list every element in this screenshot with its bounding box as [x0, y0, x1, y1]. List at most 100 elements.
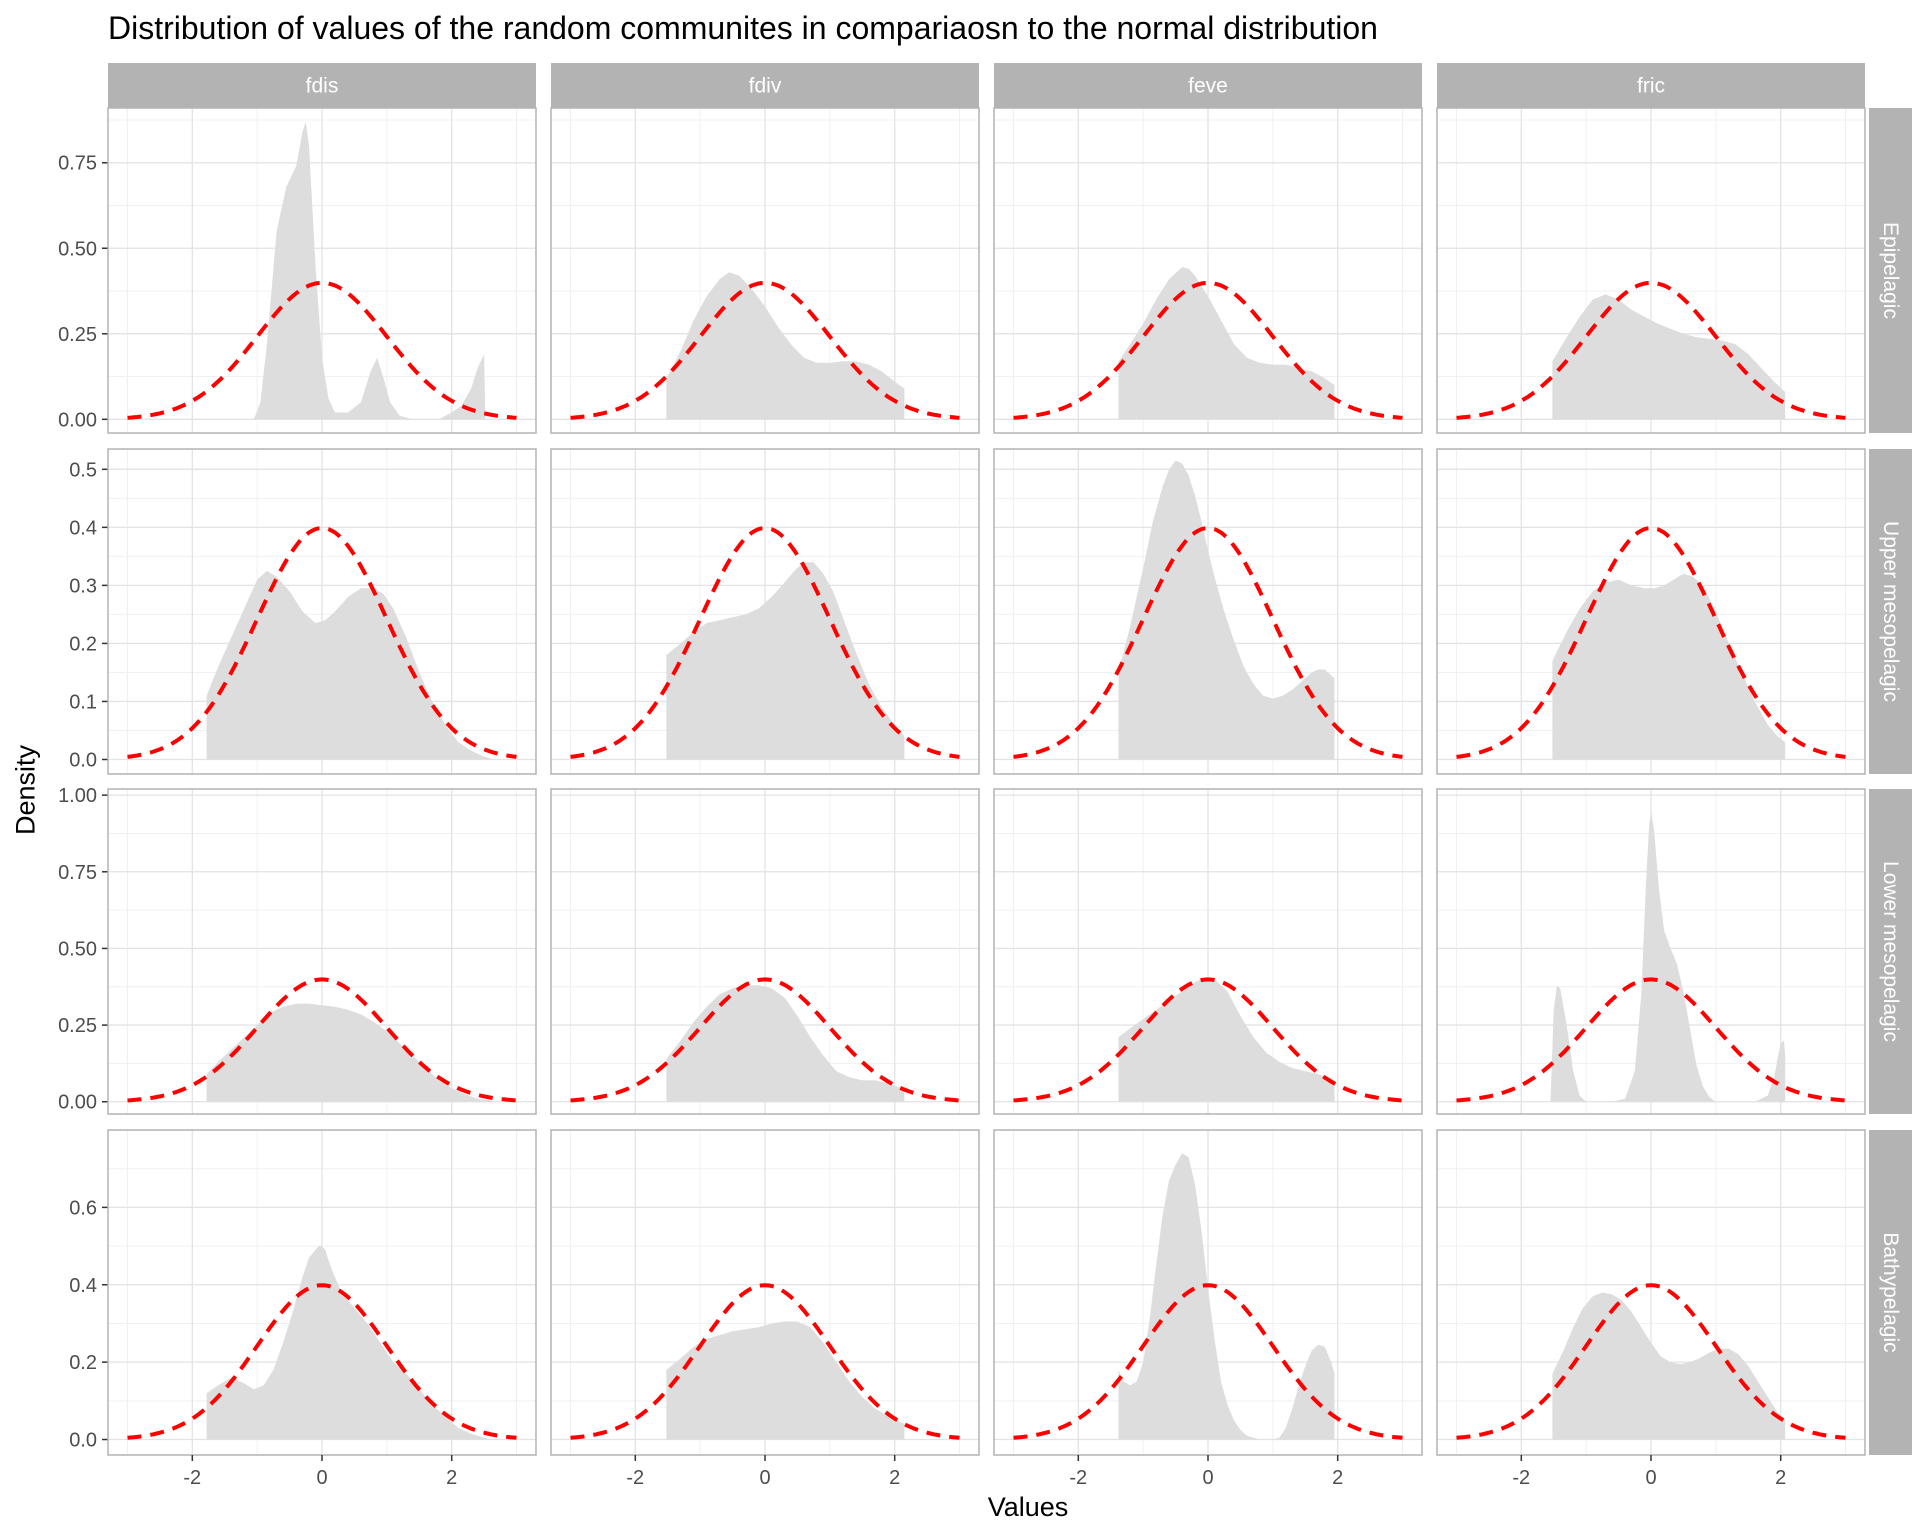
- row-strip: [1869, 108, 1912, 433]
- normal-curve: [127, 525, 517, 759]
- normal-curve: [127, 280, 517, 420]
- row-strip-label: Upper mesopelagic: [1879, 521, 1902, 702]
- y-tick-label: 0.4: [69, 1275, 97, 1297]
- y-tick-label: 0.50: [58, 938, 97, 960]
- density-area: [666, 272, 905, 420]
- normal-curve: [127, 1283, 517, 1440]
- y-tick-label: 0.6: [69, 1197, 97, 1219]
- column-strip: [1437, 63, 1865, 108]
- panel: [993, 788, 1423, 1115]
- panel: [1436, 788, 1866, 1115]
- chart-title: Distribution of values of the random com…: [108, 10, 1378, 46]
- row-strip-label: Epipelagic: [1879, 222, 1902, 319]
- density-area: [666, 562, 905, 760]
- x-tick-label: 2: [1332, 1467, 1343, 1489]
- x-tick-label: 0: [1202, 1467, 1213, 1489]
- density-area: [206, 570, 494, 760]
- panel: [993, 448, 1423, 775]
- density-area: [666, 1321, 905, 1440]
- density-area: [1550, 810, 1786, 1102]
- panel: [993, 107, 1423, 434]
- normal-curve: [1013, 525, 1403, 759]
- column-strip: [108, 63, 536, 108]
- density-area: [666, 985, 905, 1102]
- y-tick-label: 0.0: [69, 1430, 97, 1452]
- panel-border: [550, 448, 980, 775]
- y-tick-label: 0.2: [69, 633, 97, 655]
- y-tick-label: 0.75: [58, 153, 97, 175]
- panel-border: [993, 448, 1423, 775]
- column-strip: [994, 63, 1422, 108]
- normal-curve: [1456, 977, 1846, 1103]
- normal-curve: [1456, 1283, 1846, 1440]
- panel-border: [107, 448, 537, 775]
- y-tick-label: 0.50: [58, 238, 97, 260]
- panel-border: [107, 107, 537, 434]
- panel: [107, 107, 537, 434]
- y-tick-label: 0.4: [69, 517, 97, 539]
- x-tick-label: 0: [1645, 1467, 1656, 1489]
- panel: [550, 448, 980, 775]
- y-tick-label: 0.2: [69, 1352, 97, 1374]
- column-strip-label: fric: [1637, 75, 1665, 98]
- x-tick-label: -2: [626, 1467, 644, 1489]
- row-strip: [1869, 789, 1912, 1114]
- panel-border: [993, 788, 1423, 1115]
- panel: [1436, 1129, 1866, 1456]
- panel-border: [107, 788, 537, 1115]
- panel: [550, 107, 980, 434]
- y-axis-label: Density: [10, 744, 41, 836]
- normal-curve: [1013, 280, 1403, 420]
- normal-curve: [570, 977, 960, 1103]
- y-tick-label: 0.00: [58, 409, 97, 431]
- density-area: [1118, 977, 1335, 1102]
- density-area: [206, 1246, 494, 1440]
- x-tick-label: 2: [446, 1467, 457, 1489]
- panel-border: [993, 107, 1423, 434]
- normal-curve: [127, 977, 517, 1103]
- column-strip-label: feve: [1188, 75, 1228, 98]
- y-tick-label: 0.75: [58, 862, 97, 884]
- normal-curve: [1456, 280, 1846, 420]
- panel-border: [1436, 788, 1866, 1115]
- density-area: [1552, 294, 1786, 420]
- density-area: [1552, 1292, 1786, 1440]
- density-area: [1118, 460, 1335, 760]
- panel-border: [550, 107, 980, 434]
- panel: [107, 448, 537, 775]
- panel: [1436, 448, 1866, 775]
- normal-curve: [1456, 525, 1846, 759]
- x-tick-label: -2: [183, 1467, 201, 1489]
- y-tick-label: 0.25: [58, 324, 97, 346]
- row-strip: [1869, 1130, 1912, 1455]
- normal-curve: [570, 1283, 960, 1440]
- facet-panels: fdis fdiv feve fric Epipelagic Upper mesopela…: [58, 63, 1912, 1489]
- y-tick-label: 0.25: [58, 1015, 97, 1037]
- x-axis-label: Values: [987, 1492, 1069, 1522]
- panel-border: [1436, 448, 1866, 775]
- density-area: [1118, 267, 1335, 420]
- panel-border: [550, 788, 980, 1115]
- panel: [550, 1129, 980, 1456]
- x-tick-label: -2: [1512, 1467, 1530, 1489]
- panel: [107, 788, 537, 1115]
- panel: [1436, 107, 1866, 434]
- normal-curve: [1013, 977, 1403, 1103]
- y-tick-label: 0.0: [69, 749, 97, 771]
- density-area: [1118, 1153, 1335, 1440]
- x-tick-label: 0: [316, 1467, 327, 1489]
- row-strip-label: Bathypelagic: [1879, 1232, 1902, 1352]
- panel: [107, 1129, 537, 1456]
- normal-curve: [570, 280, 960, 420]
- row-strip-label: Lower mesopelagic: [1879, 861, 1902, 1042]
- panel-border: [1436, 107, 1866, 434]
- y-tick-label: 0.3: [69, 575, 97, 597]
- density-area: [206, 1003, 494, 1102]
- x-tick-label: -2: [1069, 1467, 1087, 1489]
- density-area: [1552, 573, 1786, 760]
- row-strip: [1869, 449, 1912, 774]
- column-strip-label: fdiv: [749, 75, 782, 98]
- x-tick-label: 0: [759, 1467, 770, 1489]
- normal-curve: [570, 525, 960, 759]
